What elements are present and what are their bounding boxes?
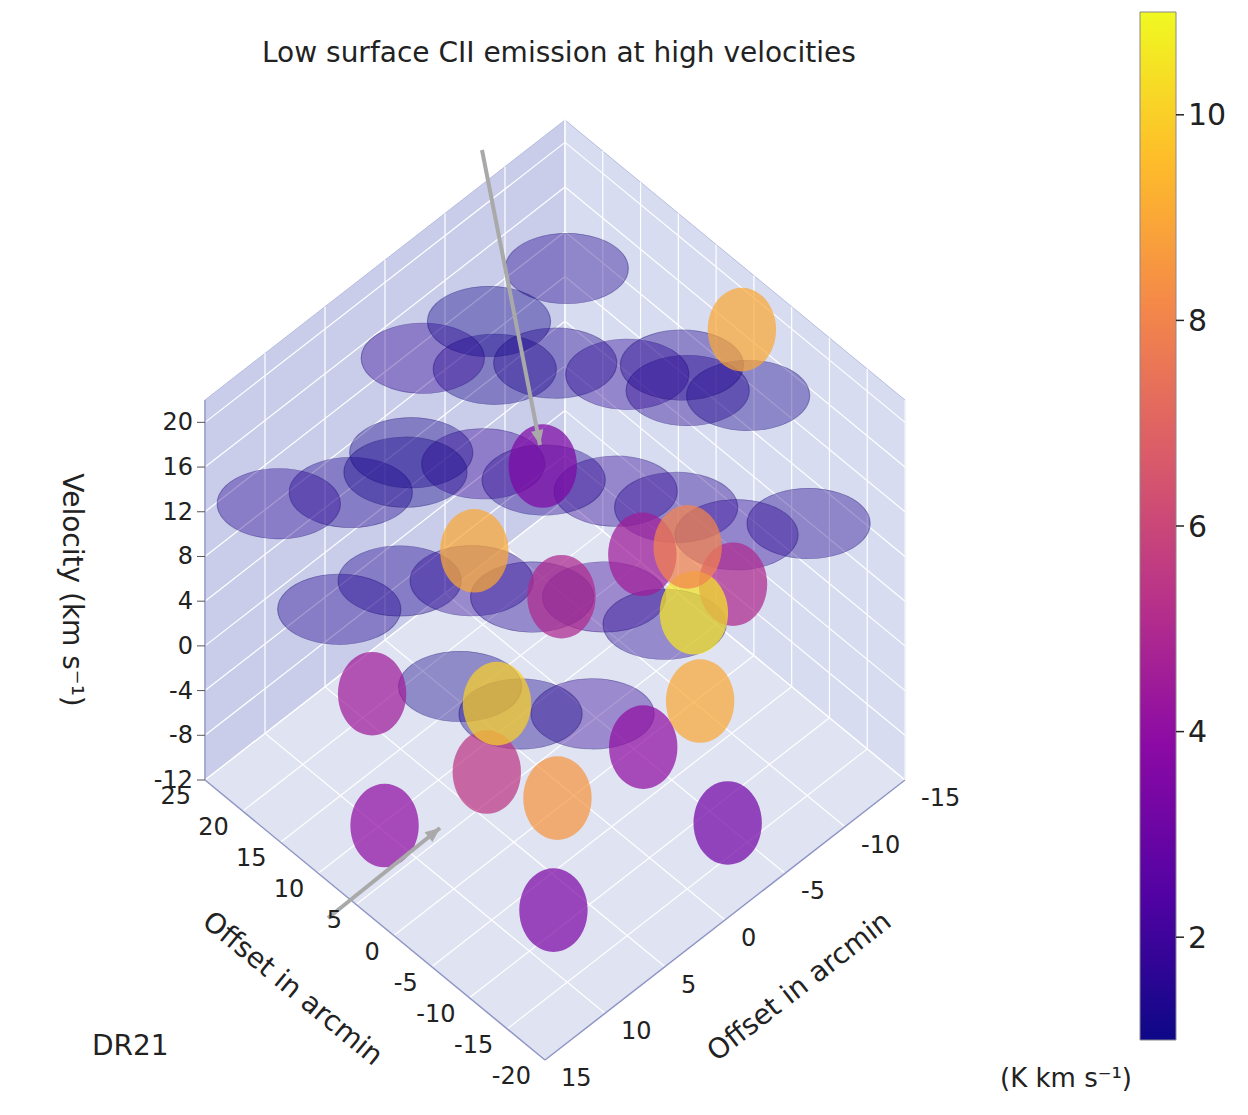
svg-text:10: 10 xyxy=(274,875,305,903)
svg-text:20: 20 xyxy=(162,408,193,436)
svg-text:Offset in arcmin: Offset in arcmin xyxy=(701,904,898,1067)
svg-text:15: 15 xyxy=(561,1064,592,1092)
svg-text:16: 16 xyxy=(162,453,193,481)
svg-text:4: 4 xyxy=(1188,714,1207,749)
svg-text:-12: -12 xyxy=(153,766,193,794)
svg-text:0: 0 xyxy=(365,938,380,966)
svg-text:-15: -15 xyxy=(454,1031,493,1059)
svg-text:-10: -10 xyxy=(416,1000,455,1028)
svg-text:12: 12 xyxy=(162,498,193,526)
svg-text:25: 25 xyxy=(160,782,191,810)
svg-text:0: 0 xyxy=(178,632,193,660)
svg-text:6: 6 xyxy=(1188,509,1207,544)
svg-text:DR21: DR21 xyxy=(92,1029,169,1062)
svg-text:20: 20 xyxy=(198,813,229,841)
svg-text:15: 15 xyxy=(236,844,267,872)
svg-text:2: 2 xyxy=(1188,920,1207,955)
svg-text:8: 8 xyxy=(1188,303,1207,338)
svg-text:Velocity (km s⁻¹): Velocity (km s⁻¹) xyxy=(56,473,89,707)
svg-text:5: 5 xyxy=(681,971,696,999)
svg-text:-5: -5 xyxy=(394,969,418,997)
svg-text:10: 10 xyxy=(1188,97,1226,132)
svg-text:5: 5 xyxy=(327,906,342,934)
svg-text:-20: -20 xyxy=(492,1062,531,1090)
svg-text:-5: -5 xyxy=(801,877,825,905)
svg-text:-15: -15 xyxy=(921,784,960,812)
svg-text:0: 0 xyxy=(741,924,756,952)
svg-text:-8: -8 xyxy=(169,721,193,749)
svg-text:8: 8 xyxy=(178,542,193,570)
svg-text:10: 10 xyxy=(621,1017,652,1045)
svg-text:Low surface CII emission at hi: Low surface CII emission at high velocit… xyxy=(262,36,856,69)
svg-text:4: 4 xyxy=(178,587,193,615)
svg-text:Offset in arcmin: Offset in arcmin xyxy=(196,904,390,1072)
svg-text:(K km s⁻¹): (K km s⁻¹) xyxy=(1000,1063,1132,1093)
svg-text:-4: -4 xyxy=(169,677,193,705)
svg-text:-10: -10 xyxy=(861,831,900,859)
